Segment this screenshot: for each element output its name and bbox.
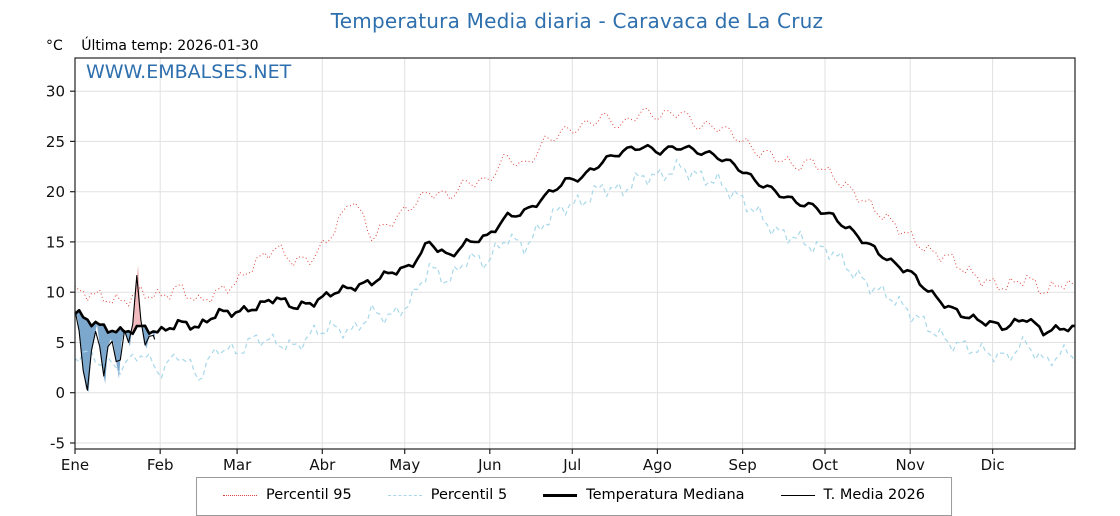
legend-item-t-media-2026: T. Media 2026	[780, 487, 925, 503]
plot-frame	[74, 57, 1076, 450]
plot-svg: Ene Feb Mar Abr May Jun Jul Ago Sep Oct Nov Dic -5 0 5…	[46, 57, 1076, 474]
percentil-95-line-sample	[223, 494, 258, 496]
chart-title: Temperatura Media diaria - Caravaca de L…	[330, 9, 824, 33]
x-tick-label: Sep	[728, 456, 756, 474]
legend-item-temperatura-mediana: Temperatura Mediana	[543, 487, 745, 503]
x-tick-label: Oct	[812, 456, 838, 474]
t-media-2026-line	[74, 275, 156, 391]
legend-item-percentil-95: Percentil 95	[223, 487, 352, 503]
percentil-5-line-sample	[387, 494, 422, 496]
temperatura-mediana-line	[74, 143, 1075, 337]
fill-below-median	[76, 310, 155, 392]
y-axis-unit-label: °C	[46, 38, 63, 54]
x-tick-label: Mar	[223, 456, 252, 474]
figure: Temperatura Media diaria - Caravaca de L…	[46, 9, 1076, 516]
y-tick-label: 5	[55, 334, 65, 352]
x-tick-label: Abr	[309, 456, 336, 474]
y-tick-label: -5	[50, 435, 65, 453]
y-tick-label: 15	[46, 233, 65, 251]
y-tick-label: 0	[55, 384, 65, 402]
x-tick-label: Ago	[643, 456, 672, 474]
percentil-95-line	[74, 108, 1076, 307]
chart-legend: Percentil 95 Percentil 5 Temperatura Med…	[196, 477, 952, 516]
legend-label-percentil-95: Percentil 95	[266, 487, 352, 503]
y-tick-label: 30	[46, 83, 65, 101]
legend-label-percentil-5: Percentil 5	[430, 487, 508, 503]
x-tick-label: Jul	[562, 456, 581, 474]
temperatura-mediana-line-sample	[543, 493, 578, 497]
x-tick-label: Feb	[147, 456, 174, 474]
legend-label-temperatura-mediana: Temperatura Mediana	[586, 487, 745, 503]
x-tick-label: Dic	[981, 456, 1005, 474]
x-tick-label: Ene	[61, 456, 89, 474]
y-tick-label: 10	[46, 284, 65, 302]
watermark: WWW.EMBALSES.NET	[86, 61, 292, 83]
last-temp-label: Última temp: 2026-01-30	[81, 38, 259, 54]
y-tick-label: 25	[46, 133, 65, 151]
t-media-2026-line-sample	[780, 494, 815, 496]
header-note: °C Última temp: 2026-01-30	[46, 38, 259, 54]
x-tick-label: Jun	[477, 456, 501, 474]
legend-label-t-media-2026: T. Media 2026	[823, 487, 925, 503]
x-tick-label: Nov	[896, 456, 925, 474]
x-tick-label: May	[389, 456, 420, 474]
percentil-5-line	[74, 158, 1076, 381]
y-tick-label: 20	[46, 183, 65, 201]
legend-item-percentil-5: Percentil 5	[387, 487, 508, 503]
